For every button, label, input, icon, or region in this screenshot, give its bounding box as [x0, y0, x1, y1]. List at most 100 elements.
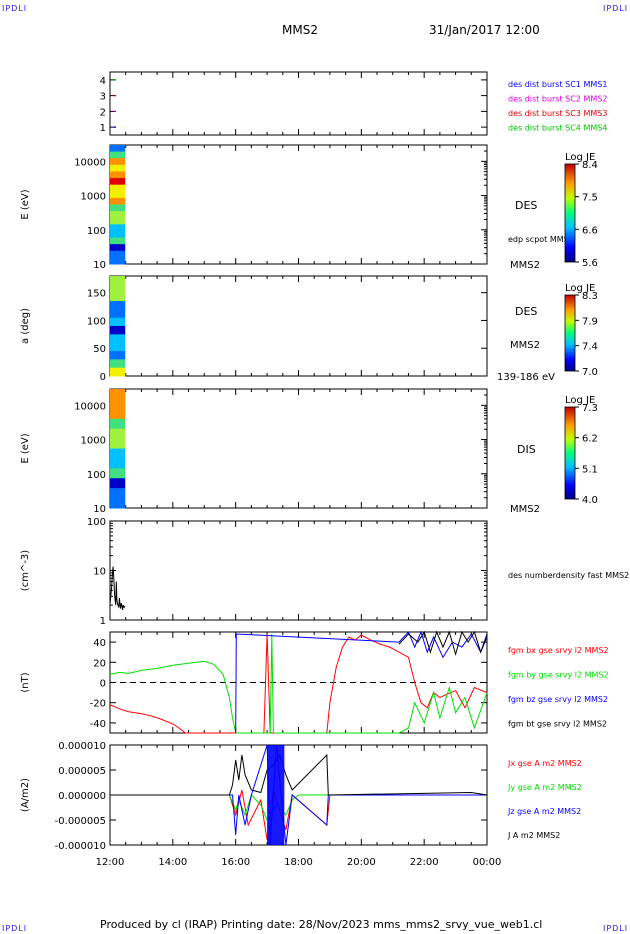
spectrogram-cell: [121, 191, 124, 199]
spectrogram-cell: [110, 367, 113, 377]
spectrogram-cell: [110, 230, 113, 239]
spectrogram-cell: [110, 498, 113, 509]
spectrogram-cell: [119, 488, 122, 499]
spectrogram-cell: [121, 284, 124, 294]
spectrogram-cell: [121, 204, 124, 212]
spectrogram-cell: [110, 197, 113, 205]
spectrogram-cell: [110, 488, 113, 499]
spectrogram-cell: [115, 438, 118, 449]
spectrogram-cell: [122, 151, 126, 159]
spectrogram-cell: [117, 418, 120, 430]
legend-bx: Jx gse A m2 MMS2: [507, 759, 582, 768]
y-tick-label: 0.000005: [58, 766, 106, 777]
spectrogram-cell: [110, 276, 113, 285]
spectrogram-cell: [122, 204, 126, 212]
spectrogram-cell: [117, 448, 120, 459]
spectrogram-cell: [113, 367, 117, 377]
y-tick-label: 100: [87, 470, 106, 481]
spectrogram-cell: [115, 250, 118, 258]
spectrogram-cell: [111, 191, 115, 199]
spectrogram-cell: [117, 191, 120, 199]
spectrogram-cell: [115, 309, 118, 319]
spectrogram-cell: [115, 359, 118, 369]
spectrogram-cell: [122, 448, 126, 459]
spectrogram-cell: [111, 158, 115, 166]
spectrogram-cell: [121, 468, 124, 479]
spectrogram-cell: [117, 334, 120, 344]
spectrogram-cell: [119, 284, 122, 294]
spectrogram-cell: [115, 164, 118, 172]
spectrogram-cell: [110, 326, 113, 335]
panel-7-ylabel: (A/m2): [20, 778, 31, 812]
spectrogram-cell: [121, 448, 124, 459]
spectrogram-cell: [110, 211, 113, 219]
spectrogram-cell: [111, 438, 115, 449]
spectrogram-cell: [117, 342, 120, 352]
colorbar-tick-label: 7.9: [582, 316, 598, 327]
spectrogram-cell: [117, 250, 120, 258]
spectrogram-cell: [111, 342, 115, 352]
spectrogram-cell: [113, 301, 117, 310]
time-tick-label: 14:00: [158, 857, 187, 868]
spectrogram-cell: [122, 468, 126, 479]
spectrogram-cell: [111, 334, 115, 344]
spectrogram-cell: [115, 230, 118, 239]
spectrogram-cell: [113, 359, 117, 369]
panel-4-spectrogram: [110, 389, 126, 509]
colorbar-title: Log JE: [565, 283, 595, 294]
spectrogram-cell: [115, 408, 118, 420]
jz-dense-block: [267, 745, 285, 845]
spectrogram-cell: [119, 158, 122, 166]
colorbar-tick-label: 7.3: [582, 403, 598, 414]
spectrogram-cell: [121, 164, 124, 172]
spacecraft-label: MMS2: [510, 504, 540, 515]
spectrogram-cell: [119, 359, 122, 369]
spectrogram-cell: [117, 292, 120, 302]
spectrogram-cell: [113, 342, 117, 352]
spectrogram-cell: [110, 151, 113, 159]
spectrogram-cell: [111, 164, 115, 172]
y-tick-label: 50: [93, 344, 106, 355]
spectrogram-cell: [122, 334, 126, 344]
spectrogram-cell: [115, 342, 118, 352]
spectrogram-cell: [111, 359, 115, 369]
spectrogram-cell: [113, 478, 117, 489]
spectrogram-cell: [110, 145, 113, 153]
colorbar-tick-label: 8.4: [582, 160, 598, 171]
panel-5-ylabel: (cm^-3): [20, 550, 31, 591]
spectrogram-cell: [119, 498, 122, 509]
y-tick-label: -0.000010: [55, 841, 106, 852]
spectrogram-cell: [113, 458, 117, 469]
y-tick-label: 0: [100, 679, 106, 690]
spectrogram-cell: [121, 458, 124, 469]
panel-6-ylabel: (nT): [20, 672, 31, 692]
spectrogram-cell: [113, 211, 117, 219]
series-bt: [110, 753, 488, 796]
y-tick-label: -0.000005: [55, 816, 106, 827]
spectrogram-cell: [122, 498, 126, 509]
y-tick-label: 150: [87, 289, 106, 300]
spectrogram-cell: [111, 326, 115, 335]
spectrogram-cell: [119, 438, 122, 449]
y-tick-label: 0.000000: [58, 791, 106, 802]
spectrogram-cell: [117, 284, 120, 294]
spectrogram-cell: [110, 448, 113, 459]
spectrogram-cell: [113, 408, 117, 420]
spectrogram-cell: [121, 326, 124, 335]
spectrogram-cell: [110, 342, 113, 352]
y-tick-label: 3: [100, 92, 106, 103]
spectrogram-cell: [111, 498, 115, 509]
spectrogram-cell: [115, 244, 118, 252]
spectrogram-cell: [122, 211, 126, 219]
spectrogram-cell: [111, 389, 115, 400]
y-tick-label: 20: [93, 658, 106, 669]
spectrogram-cell: [122, 197, 126, 205]
spectrogram-cell: [119, 326, 122, 335]
y-tick-label: -40: [90, 719, 106, 730]
spectrogram-cell: [117, 367, 120, 377]
series-bt: [398, 630, 488, 657]
spectrogram-cell: [113, 276, 117, 285]
spectrogram-cell: [122, 418, 126, 430]
spectrogram-cell: [122, 408, 126, 420]
